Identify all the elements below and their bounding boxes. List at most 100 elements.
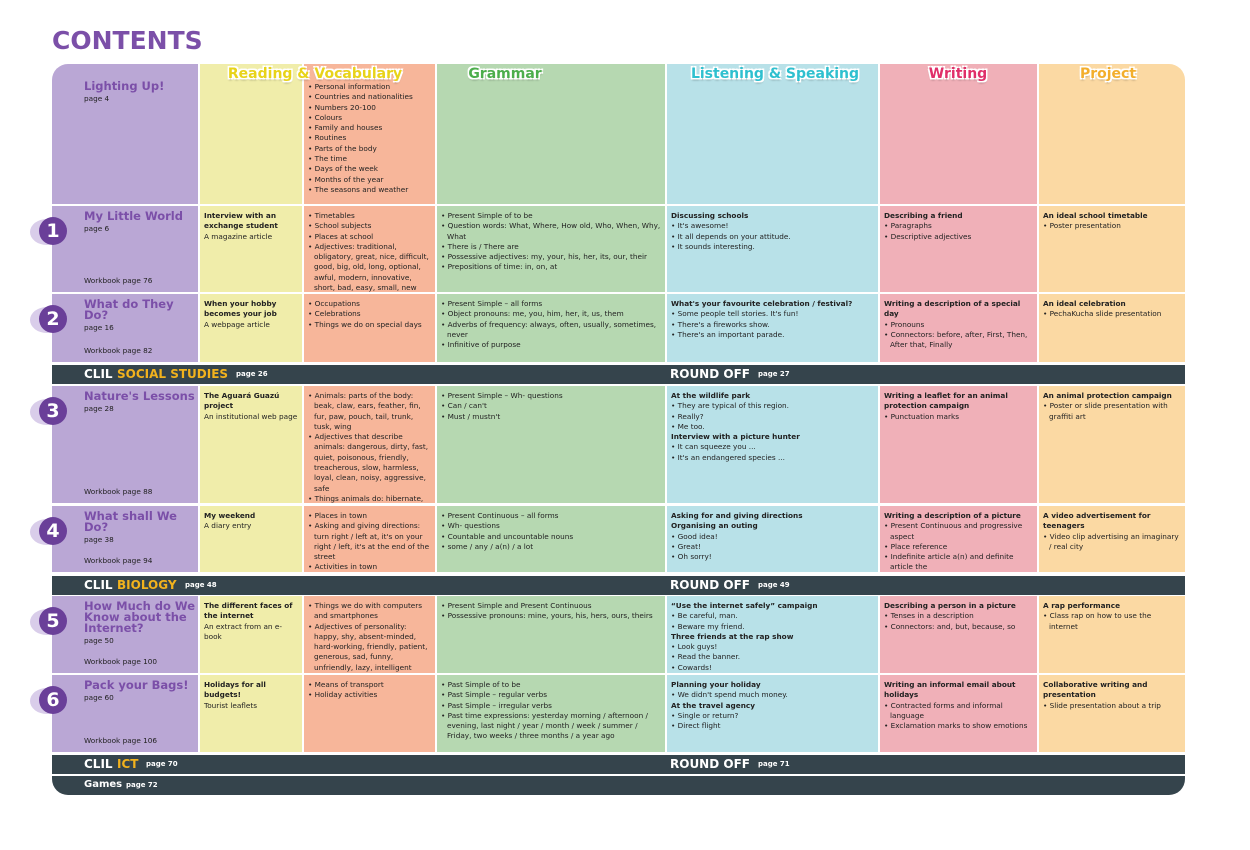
list-item: Means of transport bbox=[308, 680, 431, 690]
unit-number: 1 bbox=[39, 217, 67, 245]
list-item: Infinitive of purpose bbox=[441, 340, 661, 350]
list-item: Asking and giving directions: turn right… bbox=[308, 521, 431, 562]
list-item: Parts of the body bbox=[308, 144, 431, 154]
vocabulary-cell: Things we do with computers and smartpho… bbox=[304, 596, 435, 673]
list-item: Descriptive adjectives bbox=[884, 232, 1033, 242]
item-text: A diary entry bbox=[204, 521, 252, 531]
list-item: There's a fireworks show. bbox=[671, 320, 874, 330]
reading-cell: Holidays for all budgets! Tourist leaflet… bbox=[200, 675, 302, 752]
list-item: Adverbs of frequency: always, often, usu… bbox=[441, 320, 661, 341]
list-item: Place reference bbox=[884, 542, 1033, 552]
round-off: ROUND OFF bbox=[670, 367, 750, 381]
project-cell: Collaborative writing and presentationSl… bbox=[1039, 675, 1185, 752]
listening-cell: Asking for and giving directions Organisi… bbox=[667, 506, 878, 572]
item-heading: Three friends at the rap show bbox=[671, 631, 794, 641]
list-item: Present Continuous – all forms bbox=[441, 511, 661, 521]
list-item: It all depends on your attitude. bbox=[671, 232, 874, 242]
list-item: Beware my friend. bbox=[671, 622, 874, 632]
list-item: Past time expressions: yesterday morning… bbox=[441, 711, 661, 742]
unit-page: page 50 bbox=[84, 636, 114, 645]
round-off-page: page 71 bbox=[758, 760, 790, 768]
item-heading: Writing a description of a special day bbox=[884, 299, 1021, 319]
clil-label: CLIL bbox=[84, 578, 113, 592]
list-item: Animals: parts of the body: beak, claw, … bbox=[308, 391, 431, 432]
item-heading: Writing a description of a picture bbox=[884, 511, 1021, 520]
unit-name: Pack your Bags! page 60 bbox=[84, 679, 196, 703]
list-item: Connectors: before, after, First, Then, … bbox=[884, 330, 1033, 351]
item-heading: An ideal celebration bbox=[1043, 299, 1126, 308]
list-item: Past Simple – regular verbs bbox=[441, 690, 661, 700]
list-item: Present Simple and Present Continuous bbox=[441, 601, 661, 611]
item-heading: Discussing schools bbox=[671, 211, 749, 220]
list-item: Things animals do: hibernate, sting, bui… bbox=[308, 494, 431, 503]
unit-cell: Lighting Up! page 4 bbox=[52, 64, 198, 204]
list-item: Slide presentation about a trip bbox=[1043, 701, 1181, 711]
workbook-page: Workbook page 82 bbox=[84, 345, 153, 355]
clil-page: page 48 bbox=[185, 581, 217, 589]
list-item: Cowards! bbox=[671, 663, 874, 673]
item-heading: Writing an informal email about holidays bbox=[884, 680, 1016, 700]
list-item: Places at school bbox=[308, 232, 431, 242]
games-page: page 72 bbox=[126, 781, 158, 789]
round-off-page: page 27 bbox=[758, 370, 790, 378]
list-item: Really? bbox=[671, 412, 874, 422]
item-heading: Asking for and giving directions bbox=[671, 511, 803, 520]
list-item: some / any / a(n) / a lot bbox=[441, 542, 661, 552]
list-item: Punctuation marks bbox=[884, 412, 1033, 422]
item-heading: Interview with a picture hunter bbox=[671, 432, 800, 442]
writing-cell: Describing a friendParagraphsDescriptive… bbox=[880, 206, 1037, 292]
grammar-cell: Present Simple – Wh- questionsCan / can'… bbox=[437, 386, 665, 503]
unit-page: page 6 bbox=[84, 224, 110, 233]
list-item: PechaKucha slide presentation bbox=[1043, 309, 1181, 319]
list-item: Prepositions of time: in, on, at bbox=[441, 262, 661, 272]
list-item: Question words: What, Where, How old, Wh… bbox=[441, 221, 661, 242]
list-item: Object pronouns: me, you, him, her, it, … bbox=[441, 309, 661, 319]
unit-cell: How Much do We Know about the Internet? p… bbox=[52, 596, 198, 673]
item-heading: An animal protection campaign bbox=[1043, 391, 1172, 400]
item-heading: Organising an outing bbox=[671, 521, 758, 531]
listening-cell: At the wildlife parkThey are typical of … bbox=[667, 386, 878, 503]
list-item: There is / There are bbox=[441, 242, 661, 252]
item-heading: The Aguará Guazú project bbox=[204, 391, 280, 411]
list-item: Holiday activities bbox=[308, 690, 431, 700]
clil-bar: CLIL BIOLOGY page 48 ROUND OFF page 49 bbox=[52, 576, 1185, 595]
grammar-cell: Present Simple – all formsObject pronoun… bbox=[437, 294, 665, 362]
unit-name: What shall We Do? page 38 bbox=[84, 510, 196, 545]
unit-page: page 38 bbox=[84, 535, 114, 544]
workbook-page: Workbook page 94 bbox=[84, 555, 153, 565]
list-item: Adjectives: traditional, obligatory, gre… bbox=[308, 242, 431, 292]
unit-number: 6 bbox=[39, 686, 67, 714]
unit-page: page 16 bbox=[84, 323, 114, 332]
listening-cell: What's your favourite celebration / fest… bbox=[667, 294, 878, 362]
grammar-cell: Present Simple and Present ContinuousPos… bbox=[437, 596, 665, 673]
list-item: Poster presentation bbox=[1043, 221, 1181, 231]
project-cell bbox=[1039, 64, 1185, 204]
column-header: Reading & Vocabulary bbox=[227, 66, 403, 82]
list-item: The time bbox=[308, 154, 431, 164]
list-item: Personal information bbox=[308, 82, 431, 92]
workbook-page: Workbook page 100 bbox=[84, 656, 158, 666]
item-heading: The different faces of the internet bbox=[204, 601, 293, 621]
list-item: School subjects bbox=[308, 221, 431, 231]
list-item: Poster or slide presentation with graffi… bbox=[1043, 401, 1181, 422]
list-item: Look guys! bbox=[671, 642, 874, 652]
list-item: Oh sorry! bbox=[671, 552, 874, 562]
vocabulary-cell: Means of transportHoliday activities bbox=[304, 675, 435, 752]
unit-title: How Much do We Know about the Internet? bbox=[84, 599, 196, 635]
list-item: It sounds interesting. bbox=[671, 242, 874, 252]
list-item: Single or return? bbox=[671, 711, 874, 721]
project-cell: An ideal celebrationPechaKucha slide pre… bbox=[1039, 294, 1185, 362]
round-off-page: page 49 bbox=[758, 581, 790, 589]
vocabulary-cell: Personal informationCountries and nation… bbox=[304, 64, 435, 204]
clil-page: page 70 bbox=[146, 760, 178, 768]
clil-subject: BIOLOGY bbox=[117, 578, 177, 592]
unit-title: Lighting Up! bbox=[84, 79, 165, 93]
list-item: Countable and uncountable nouns bbox=[441, 532, 661, 542]
list-item: Family and houses bbox=[308, 123, 431, 133]
list-item: Class rap on how to use the internet bbox=[1043, 611, 1181, 632]
listening-cell: “Use the internet safely” campaignBe car… bbox=[667, 596, 878, 673]
games-label: Games bbox=[84, 779, 123, 790]
clil-label: CLIL bbox=[84, 757, 113, 771]
item-heading: Describing a person in a picture bbox=[884, 601, 1016, 610]
reading-cell: The different faces of the internet An ex… bbox=[200, 596, 302, 673]
